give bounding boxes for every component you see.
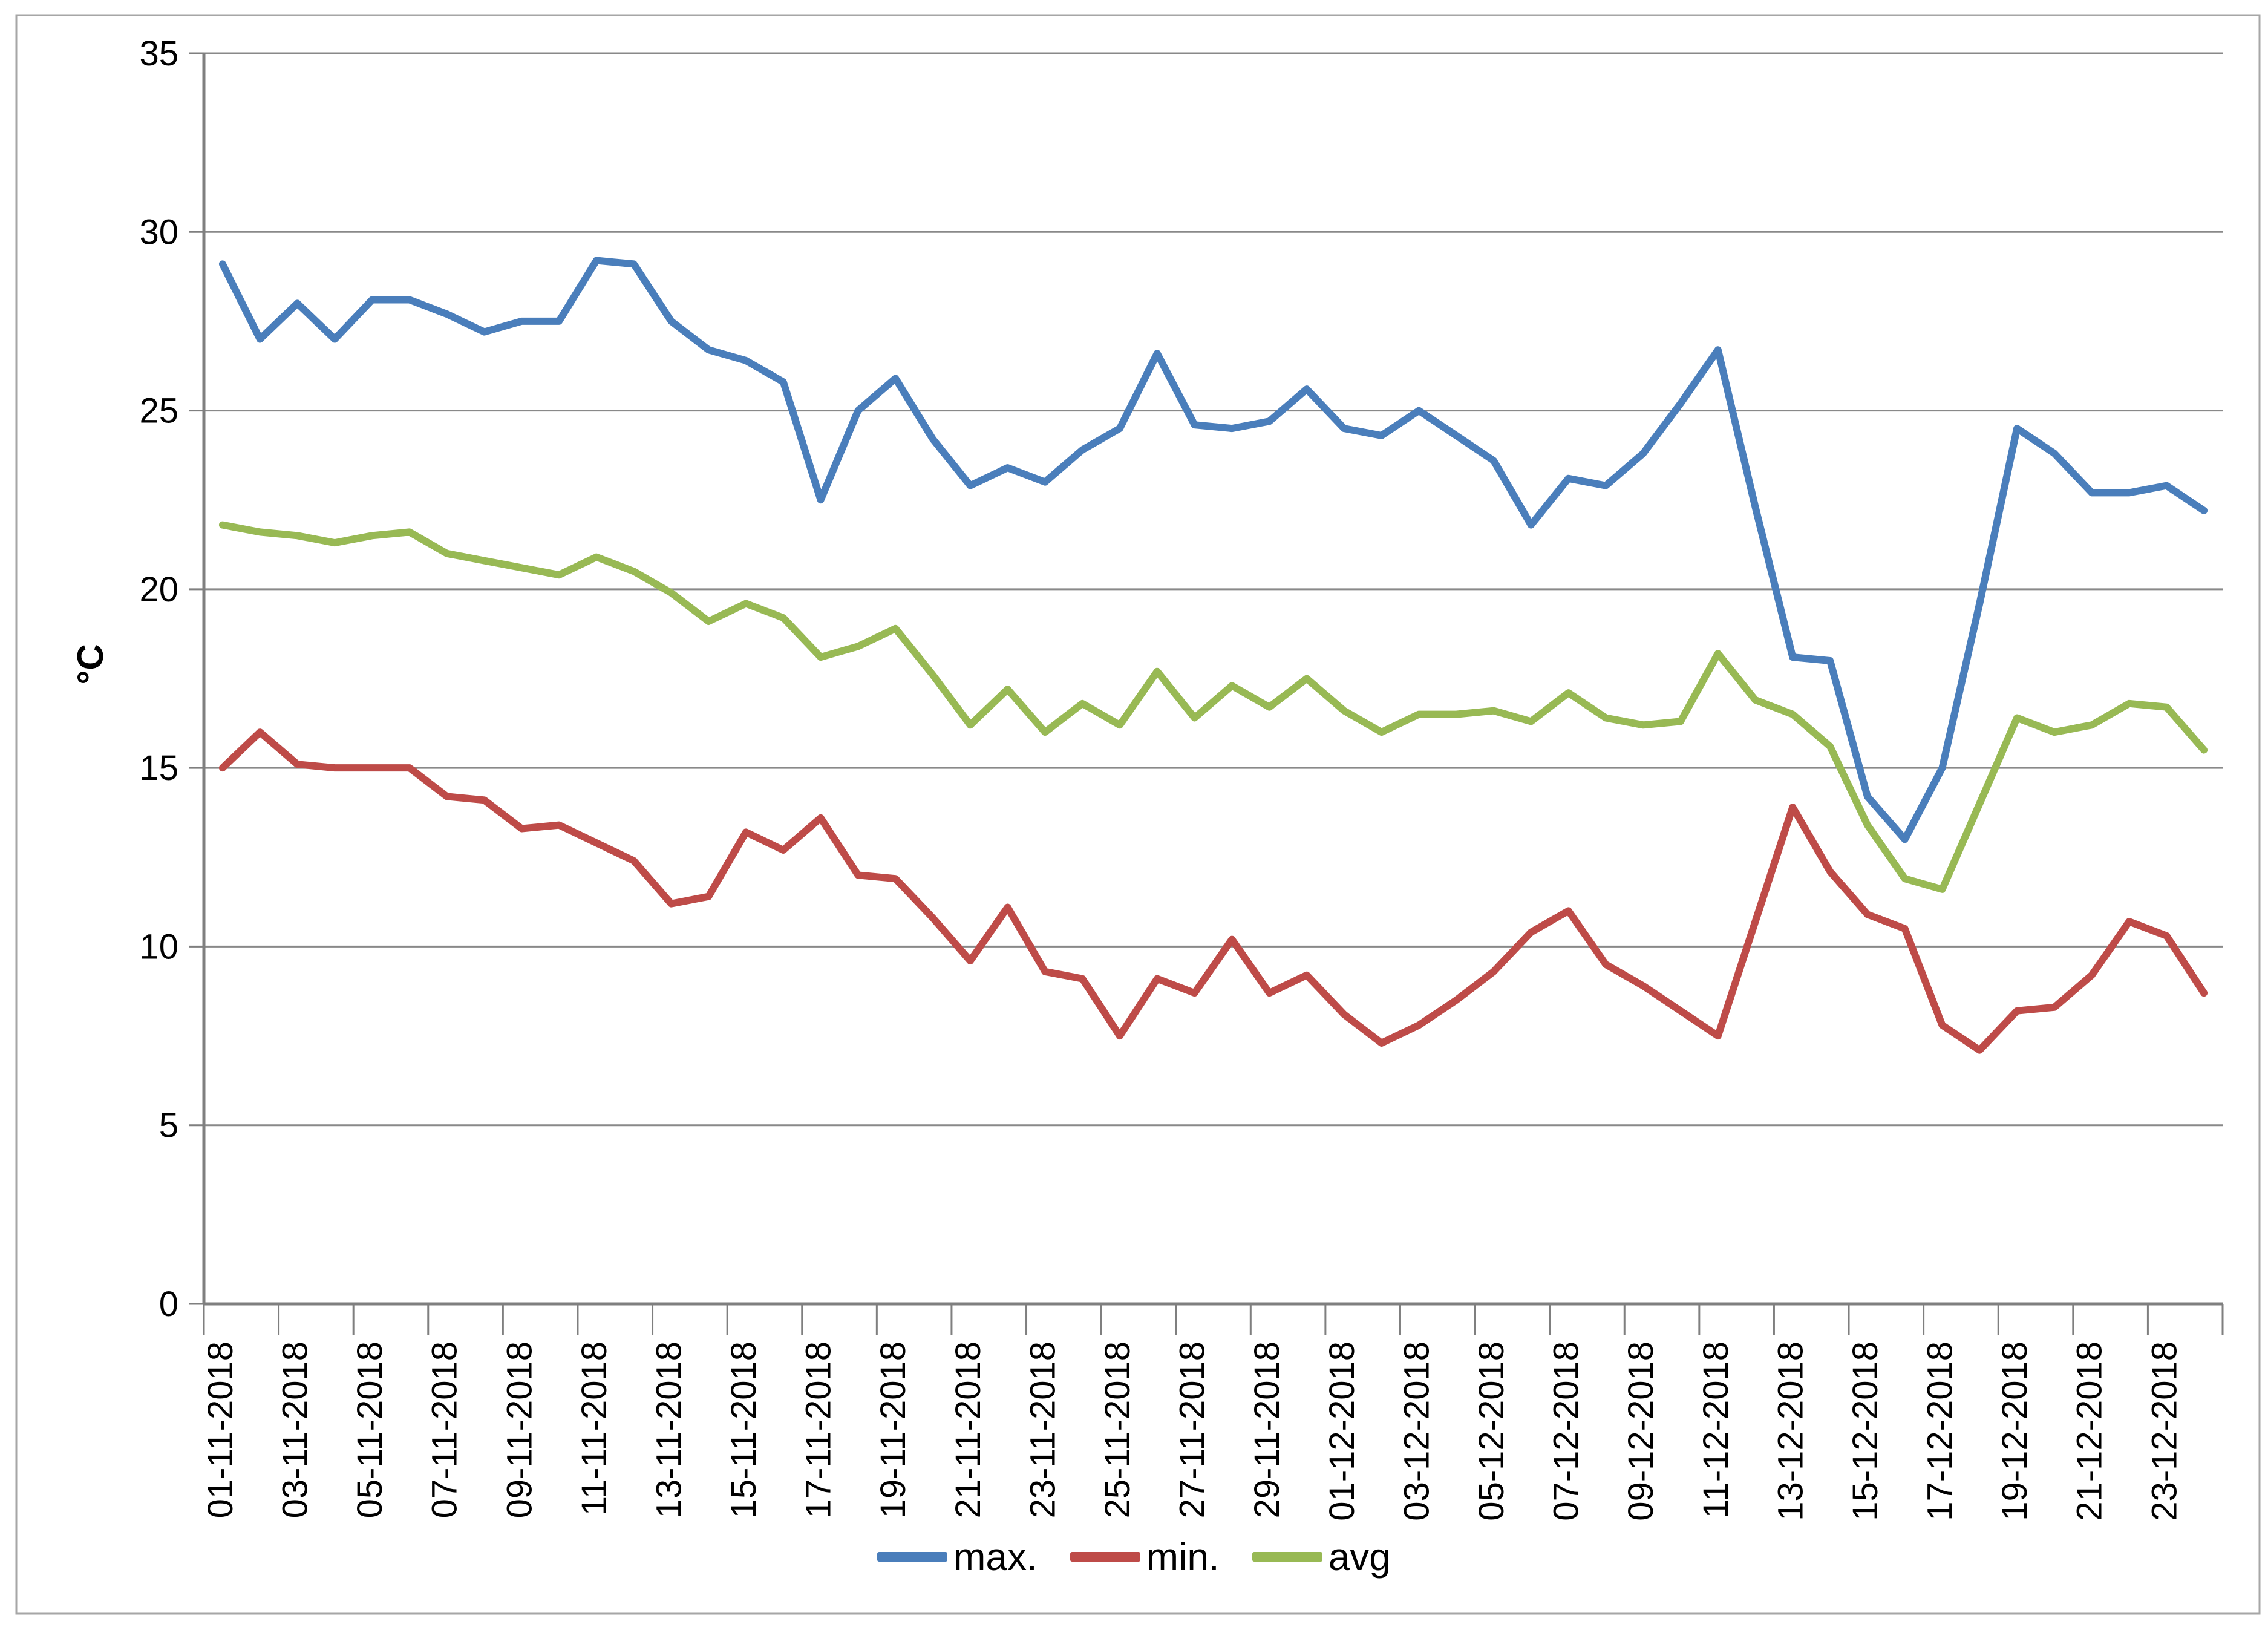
y-tick-label-0: 0 bbox=[159, 1285, 178, 1324]
x-tick-label-13-11-2018: 13-11-2018 bbox=[649, 1341, 688, 1518]
x-tick-label-17-12-2018: 17-12-2018 bbox=[1921, 1341, 1960, 1521]
y-tick-label-15: 15 bbox=[139, 748, 178, 788]
x-tick-label-05-11-2018: 05-11-2018 bbox=[350, 1341, 390, 1518]
x-tick-label-19-12-2018: 19-12-2018 bbox=[1995, 1341, 2034, 1521]
legend-swatch-icon bbox=[1252, 1552, 1322, 1562]
x-ticks bbox=[203, 1304, 2224, 1335]
x-tick-label-03-12-2018: 03-12-2018 bbox=[1397, 1341, 1436, 1521]
series-line-min bbox=[218, 728, 2208, 1054]
y-axis-title: °C bbox=[70, 644, 111, 685]
x-tick-label-23-11-2018: 23-11-2018 bbox=[1023, 1341, 1062, 1518]
series-line-max bbox=[218, 257, 2208, 843]
x-tick-label-19-11-2018: 19-11-2018 bbox=[874, 1341, 913, 1518]
legend-item-max: max. bbox=[877, 1537, 1038, 1576]
x-tick-label-21-12-2018: 21-12-2018 bbox=[2070, 1341, 2110, 1521]
legend-label: avg bbox=[1328, 1535, 1391, 1579]
y-tick-label-20: 20 bbox=[139, 570, 178, 609]
series-line-avg bbox=[218, 521, 2208, 893]
outer-frame bbox=[15, 14, 2261, 1615]
legend: max. min. avg bbox=[0, 1524, 2268, 1590]
x-tick-label-13-12-2018: 13-12-2018 bbox=[1771, 1341, 1810, 1521]
x-tick-label-07-11-2018: 07-11-2018 bbox=[425, 1341, 465, 1518]
y-tick-label-30: 30 bbox=[139, 212, 178, 252]
legend-item-min: min. bbox=[1070, 1537, 1220, 1576]
y-tick-label-25: 25 bbox=[139, 391, 178, 431]
x-tick-label-09-12-2018: 09-12-2018 bbox=[1621, 1341, 1661, 1521]
x-tick-label-25-11-2018: 25-11-2018 bbox=[1098, 1341, 1137, 1518]
gridlines bbox=[204, 52, 2223, 1127]
x-tick-label-01-12-2018: 01-12-2018 bbox=[1322, 1341, 1362, 1521]
axes bbox=[202, 53, 2223, 1306]
x-tick-label-15-12-2018: 15-12-2018 bbox=[1846, 1341, 1885, 1521]
x-tick-label-01-11-2018: 01-11-2018 bbox=[201, 1341, 240, 1518]
legend-label: min. bbox=[1146, 1535, 1220, 1579]
y-tick-label-5: 5 bbox=[159, 1106, 178, 1145]
x-tick-labels: 01-11-2018 03-11-2018 05-11-2018 07-11-2018… bbox=[201, 1341, 2184, 1521]
legend-swatch-icon bbox=[877, 1552, 948, 1562]
legend-item-avg: avg bbox=[1252, 1537, 1391, 1576]
y-tick-labels: 0 5 10 15 20 25 30 35 bbox=[139, 34, 204, 1324]
x-tick-label-05-12-2018: 05-12-2018 bbox=[1472, 1341, 1511, 1521]
y-tick-label-10: 10 bbox=[139, 927, 178, 966]
x-tick-label-21-11-2018: 21-11-2018 bbox=[949, 1341, 988, 1518]
x-tick-label-17-11-2018: 17-11-2018 bbox=[799, 1341, 838, 1518]
x-tick-label-09-11-2018: 09-11-2018 bbox=[500, 1341, 539, 1518]
x-tick-label-11-11-2018: 11-11-2018 bbox=[575, 1341, 614, 1516]
x-tick-label-11-12-2018: 11-12-2018 bbox=[1696, 1341, 1736, 1518]
x-tick-label-23-12-2018: 23-12-2018 bbox=[2145, 1341, 2184, 1521]
x-tick-label-03-11-2018: 03-11-2018 bbox=[275, 1341, 315, 1518]
x-tick-label-15-11-2018: 15-11-2018 bbox=[724, 1341, 763, 1518]
x-tick-label-07-12-2018: 07-12-2018 bbox=[1547, 1341, 1586, 1521]
x-tick-label-29-11-2018: 29-11-2018 bbox=[1247, 1341, 1287, 1518]
legend-label: max. bbox=[953, 1535, 1038, 1579]
legend-swatch-icon bbox=[1070, 1552, 1140, 1562]
y-tick-label-35: 35 bbox=[139, 34, 178, 73]
x-tick-label-27-11-2018: 27-11-2018 bbox=[1173, 1341, 1212, 1518]
